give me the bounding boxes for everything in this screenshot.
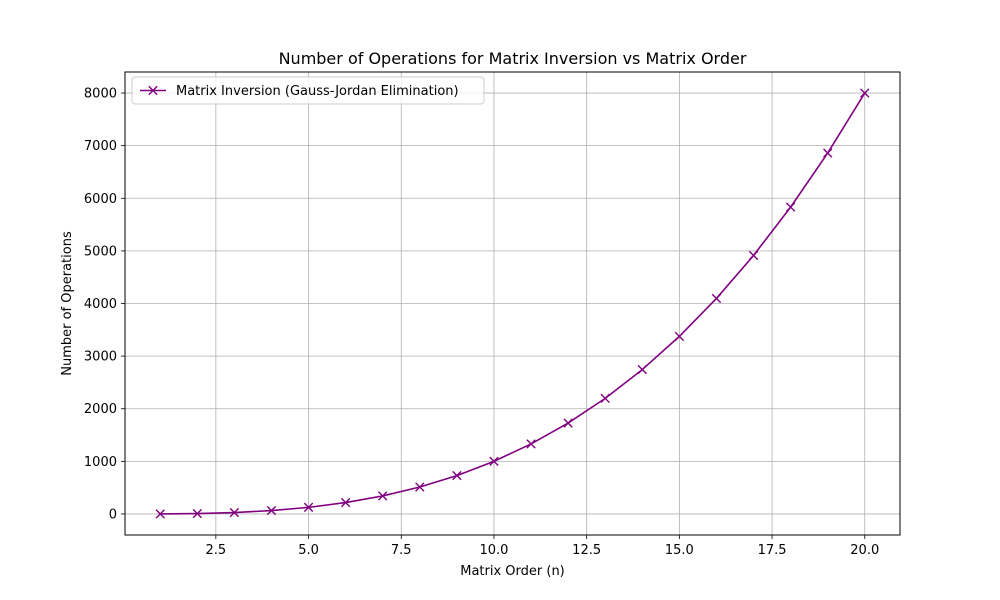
x-axis-title: Matrix Order (n) [460,564,565,579]
legend-marker-x-shape [148,85,158,96]
x-tick-label: 12.5 [572,543,601,558]
legend-box [131,76,485,105]
series-line [160,92,866,515]
y-tick-label: 2000 [84,402,117,417]
grid-lines [125,72,900,535]
x-tick-label: 5.0 [298,543,319,558]
data-point-marker [266,505,277,516]
data-point-marker [748,250,759,261]
y-tick-label: 6000 [84,192,117,207]
y-tick-label: 8000 [84,87,117,102]
legend: Matrix Inversion (Gauss-Jordan Eliminati… [131,76,485,105]
x-tick-label: 15.0 [665,543,694,558]
data-point-marker [563,418,573,428]
legend-marker-x [148,85,158,96]
chart-title: Number of Operations for Matrix Inversio… [279,49,747,68]
x-tick-label: 17.5 [758,543,787,558]
data-point-marker [303,502,314,513]
data-point-marker [489,456,499,467]
y-tick-label: 5000 [84,244,117,259]
data-point-marker [340,497,351,508]
data-point-marker [860,88,870,98]
series-layer [155,88,870,519]
data-point-marker [637,364,647,375]
data-point-marker [600,393,610,404]
x-tick-label: 2.5 [206,543,227,558]
x-tick-label: 10.0 [479,543,508,558]
y-axis-title: Number of Operations [60,231,75,376]
data-point-marker [378,491,388,501]
axis-ticks: 2.5 5.0 7.5 10.0 12.5 15.0 17.5 20.0 0 1000 2000 30… [84,87,879,558]
data-point-marker [711,293,722,304]
legend-entry-label: Matrix Inversion (Gauss-Jordan Eliminati… [176,84,459,99]
data-point-marker [415,482,425,492]
y-tick-label: 1000 [84,455,117,470]
data-point-marker [229,507,240,518]
y-tick-label: 4000 [84,297,117,312]
y-tick-label: 3000 [84,350,117,365]
data-point-marker [192,508,203,519]
data-point-marker [785,202,796,212]
y-tick-label: 0 [109,507,117,522]
data-point-marker [822,148,833,158]
x-tick-label: 7.5 [391,543,412,558]
data-point-marker [674,331,685,342]
y-tick-label: 7000 [84,139,117,154]
data-point-marker [526,439,536,449]
data-point-marker [452,470,462,481]
x-tick-label: 20.0 [850,543,879,558]
data-point-marker [155,509,165,519]
